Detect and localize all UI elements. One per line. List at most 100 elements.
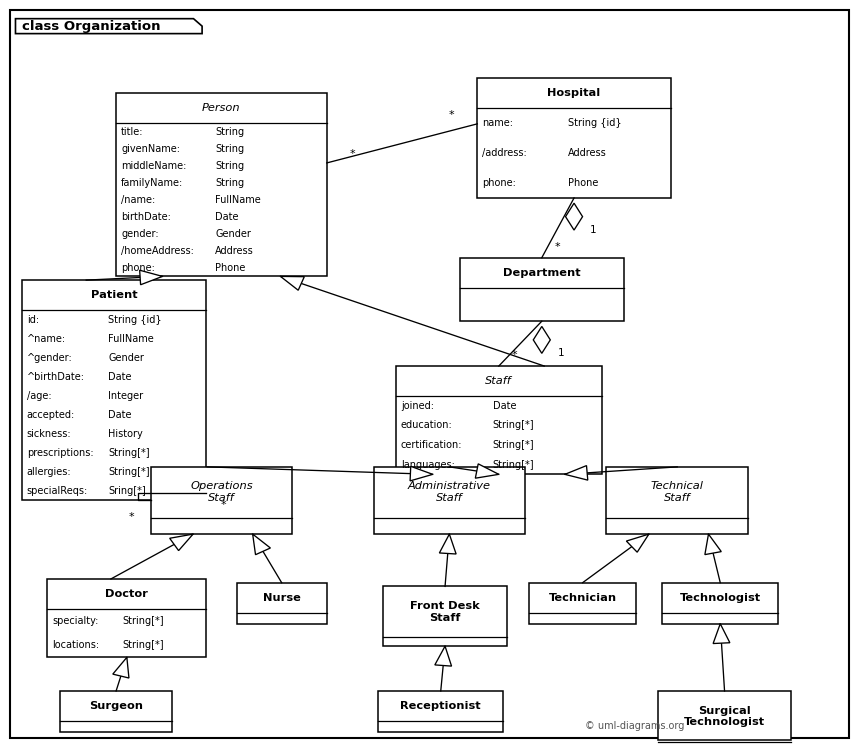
Text: ^name:: ^name: — [27, 334, 65, 344]
Text: phone:: phone: — [482, 178, 516, 188]
Polygon shape — [533, 326, 550, 353]
Text: FullName: FullName — [215, 195, 261, 205]
Text: *: * — [449, 110, 454, 120]
Text: 1: 1 — [557, 348, 564, 359]
Bar — [150, 467, 292, 534]
Text: Department: Department — [503, 267, 580, 278]
Bar — [47, 579, 206, 657]
Text: ^birthDate:: ^birthDate: — [27, 372, 84, 382]
Bar — [396, 366, 602, 474]
Text: *: * — [512, 350, 517, 360]
Text: sickness:: sickness: — [27, 429, 71, 438]
Text: Address: Address — [568, 148, 607, 158]
Text: /homeAddress:: /homeAddress: — [121, 246, 194, 256]
Text: Date: Date — [108, 410, 132, 420]
Polygon shape — [713, 624, 730, 644]
Bar — [378, 691, 503, 732]
Text: locations:: locations: — [52, 640, 100, 650]
Text: *: * — [221, 500, 226, 510]
Text: *: * — [129, 512, 134, 522]
Bar — [383, 586, 507, 646]
Text: Date: Date — [493, 400, 516, 411]
Text: familyName:: familyName: — [121, 178, 183, 187]
Text: Phone: Phone — [215, 263, 245, 273]
Text: String: String — [215, 127, 244, 137]
Text: Person: Person — [202, 103, 241, 114]
Text: String[*]: String[*] — [122, 616, 163, 626]
Text: Integer: Integer — [108, 391, 144, 400]
Polygon shape — [565, 465, 587, 480]
Text: Nurse: Nurse — [262, 592, 301, 603]
Polygon shape — [280, 276, 304, 291]
Text: String: String — [215, 178, 244, 187]
Text: String: String — [215, 143, 244, 154]
Text: certification:: certification: — [401, 440, 463, 450]
Text: prescriptions:: prescriptions: — [27, 448, 93, 458]
Bar — [237, 583, 327, 624]
Text: 1: 1 — [590, 225, 596, 235]
Text: String[*]: String[*] — [493, 421, 534, 430]
Text: String[*]: String[*] — [122, 640, 163, 650]
Text: History: History — [108, 429, 143, 438]
Polygon shape — [15, 19, 202, 34]
Text: *: * — [555, 241, 560, 252]
Text: Patient: Patient — [90, 290, 138, 300]
Text: Technologist: Technologist — [679, 592, 761, 603]
Bar — [477, 78, 671, 198]
Text: Receptionist: Receptionist — [401, 701, 481, 711]
Bar — [606, 467, 748, 534]
Bar — [374, 467, 525, 534]
Text: name:: name: — [482, 118, 513, 128]
Polygon shape — [435, 646, 452, 666]
Text: givenName:: givenName: — [121, 143, 181, 154]
Text: class Organization: class Organization — [22, 19, 160, 33]
Text: education:: education: — [401, 421, 452, 430]
Text: © uml-diagrams.org: © uml-diagrams.org — [585, 721, 685, 731]
Polygon shape — [253, 534, 270, 555]
Text: ^gender:: ^gender: — [27, 353, 72, 362]
Bar — [116, 93, 327, 276]
Bar — [22, 280, 206, 500]
Text: String[*]: String[*] — [493, 459, 534, 470]
Text: birthDate:: birthDate: — [121, 212, 171, 222]
Text: Date: Date — [215, 212, 238, 222]
Text: *: * — [350, 149, 355, 159]
Text: id:: id: — [27, 314, 39, 324]
Text: Front Desk
Staff: Front Desk Staff — [410, 601, 480, 622]
Text: Address: Address — [215, 246, 254, 256]
Text: /address:: /address: — [482, 148, 527, 158]
Bar — [460, 258, 624, 321]
Text: FullName: FullName — [108, 334, 154, 344]
Text: Phone: Phone — [568, 178, 599, 188]
Bar — [60, 691, 172, 732]
Text: gender:: gender: — [121, 229, 159, 239]
Text: Staff: Staff — [485, 376, 513, 386]
Bar — [658, 691, 791, 740]
Text: middleName:: middleName: — [121, 161, 187, 171]
Text: languages:: languages: — [401, 459, 455, 470]
Text: Surgical
Technologist: Surgical Technologist — [684, 706, 765, 727]
Text: Technician: Technician — [549, 592, 617, 603]
Text: Gender: Gender — [108, 353, 144, 362]
Text: Surgeon: Surgeon — [89, 701, 143, 711]
Polygon shape — [139, 270, 163, 285]
Text: Doctor: Doctor — [106, 589, 148, 599]
Text: String {id}: String {id} — [568, 118, 622, 128]
Text: /name:: /name: — [121, 195, 156, 205]
Polygon shape — [169, 534, 193, 551]
Text: String[*]: String[*] — [108, 448, 150, 458]
Text: specialReqs:: specialReqs: — [27, 486, 88, 496]
Text: String[*]: String[*] — [493, 440, 534, 450]
Polygon shape — [113, 657, 129, 678]
Polygon shape — [705, 534, 722, 554]
Text: /age:: /age: — [27, 391, 52, 400]
Text: String[*]: String[*] — [108, 467, 150, 477]
Text: Date: Date — [108, 372, 132, 382]
Text: String: String — [215, 161, 244, 171]
Text: title:: title: — [121, 127, 144, 137]
Text: Sring[*]: Sring[*] — [108, 486, 146, 496]
Text: specialty:: specialty: — [52, 616, 99, 626]
Text: Technical
Staff: Technical Staff — [651, 482, 703, 503]
Text: accepted:: accepted: — [27, 410, 75, 420]
Text: allergies:: allergies: — [27, 467, 71, 477]
